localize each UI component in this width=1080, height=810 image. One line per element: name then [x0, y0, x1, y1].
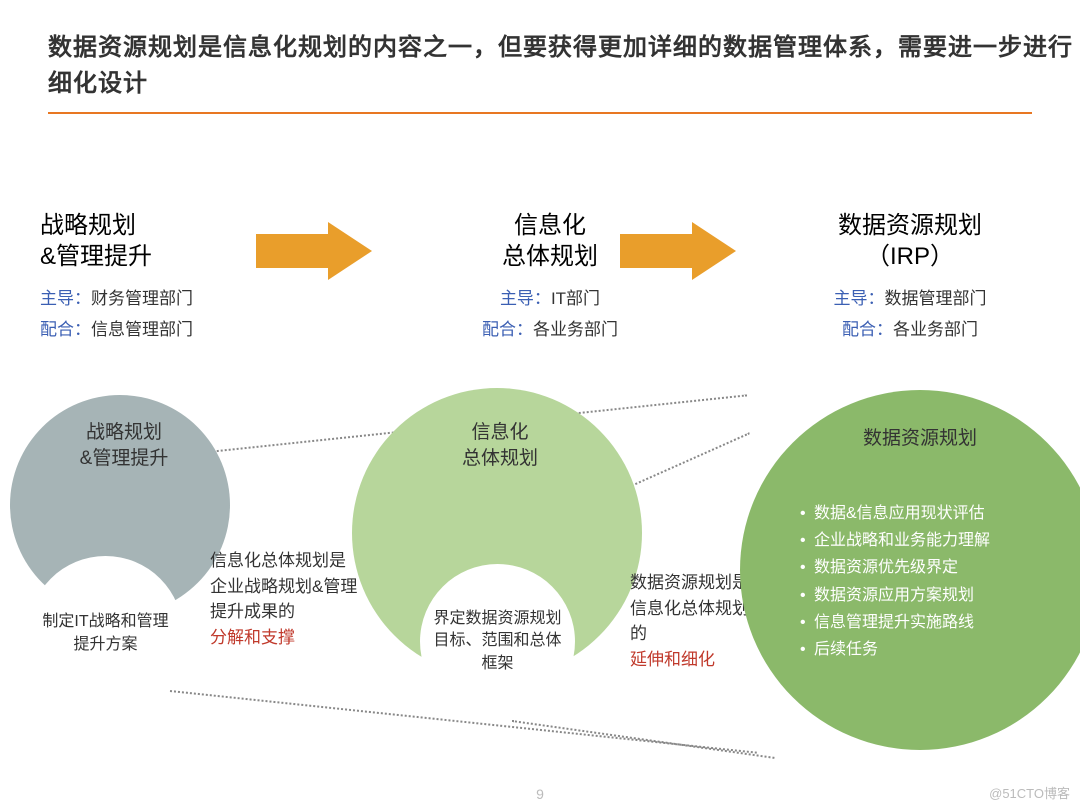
desc-emphasis: 分解和支撑: [210, 628, 295, 647]
label-l2: &管理提升: [80, 448, 169, 469]
lead-row: 主导：财务管理部门: [40, 284, 340, 309]
coop-value: 信息管理部门: [91, 320, 193, 339]
page-number: 9: [536, 786, 544, 802]
coop-label: 配合：: [842, 320, 893, 339]
bullet-item: 信息管理提升实施路线: [800, 609, 1060, 636]
bullet-item: 数据资源应用方案规划: [800, 582, 1060, 609]
watermark: @51CTO博客: [989, 783, 1070, 802]
circle-strategy-inner: 制定IT战略和管理提升方案: [28, 556, 183, 711]
desc-strategy: 信息化总体规划是企业战略规划&管理提升成果的 分解和支撑: [210, 548, 360, 650]
bullets-data-resource: 数据&信息应用现状评估 企业战略和业务能力理解 数据资源优先级界定 数据资源应用…: [800, 500, 1060, 663]
col-title-l2: 总体规划: [502, 243, 598, 270]
arrow-head: [692, 222, 736, 280]
col-title-l1: 战略规划: [40, 212, 136, 239]
label-l1: 战略规划: [86, 422, 162, 443]
lead-row: 主导：IT部门: [400, 284, 700, 309]
lead-label: 主导：: [834, 289, 885, 308]
col-data-resource: 数据资源规划 （IRP） 主导：数据管理部门 配合：各业务部门: [760, 210, 1060, 340]
lead-value: 数据管理部门: [885, 289, 987, 308]
coop-value: 各业务部门: [533, 320, 618, 339]
col-title-l1: 数据资源规划: [838, 212, 982, 239]
bullet-item: 后续任务: [800, 636, 1060, 663]
lead-label: 主导：: [500, 289, 551, 308]
lead-value: IT部门: [551, 289, 600, 308]
arrow-icon: [620, 222, 740, 278]
col-title: 数据资源规划 （IRP）: [760, 210, 1060, 272]
col-title-l2: &管理提升: [40, 243, 152, 270]
coop-value: 各业务部门: [893, 320, 978, 339]
coop-row: 配合：各业务部门: [760, 315, 1060, 340]
circle-strategy-label: 战略规划 &管理提升: [44, 420, 204, 471]
coop-label: 配合：: [482, 320, 533, 339]
arrow-head: [328, 222, 372, 280]
arrow-shaft: [620, 234, 696, 268]
arrow-icon: [256, 222, 376, 278]
label-l1: 信息化: [471, 422, 528, 443]
circle-data-resource-label: 数据资源规划: [820, 426, 1020, 452]
lead-row: 主导：数据管理部门: [760, 284, 1060, 309]
circle-informatization-inner: 界定数据资源规划目标、范围和总体框架: [420, 564, 575, 719]
coop-row: 配合：各业务部门: [400, 315, 700, 340]
bullet-item: 数据&信息应用现状评估: [800, 500, 1060, 527]
col-title-l2: （IRP）: [866, 243, 954, 270]
lead-label: 主导：: [40, 289, 91, 308]
title-rule: [48, 112, 1032, 114]
bullet-item: 企业战略和业务能力理解: [800, 527, 1060, 554]
coop-label: 配合：: [40, 320, 91, 339]
arrow-shaft: [256, 234, 332, 268]
label: 数据资源规划: [863, 428, 977, 449]
bullet-item: 数据资源优先级界定: [800, 554, 1060, 581]
desc-normal: 信息化总体规划是企业战略规划&管理提升成果的: [210, 551, 357, 621]
col-title-l1: 信息化: [514, 212, 586, 239]
lead-value: 财务管理部门: [91, 289, 193, 308]
inner-text: 界定数据资源规划目标、范围和总体框架: [430, 608, 565, 675]
desc-emphasis: 延伸和细化: [630, 650, 715, 669]
inner-text: 制定IT战略和管理提升方案: [38, 611, 173, 656]
label-l2: 总体规划: [462, 448, 538, 469]
dotted-connector: [512, 720, 775, 759]
desc-normal: 数据资源规划是信息化总体规划的: [630, 573, 749, 643]
coop-row: 配合：信息管理部门: [40, 315, 340, 340]
page-title: 数据资源规划是信息化规划的内容之一，但要获得更加详细的数据管理体系，需要进一步进…: [48, 30, 1080, 102]
circle-informatization-label: 信息化 总体规划: [420, 420, 580, 471]
